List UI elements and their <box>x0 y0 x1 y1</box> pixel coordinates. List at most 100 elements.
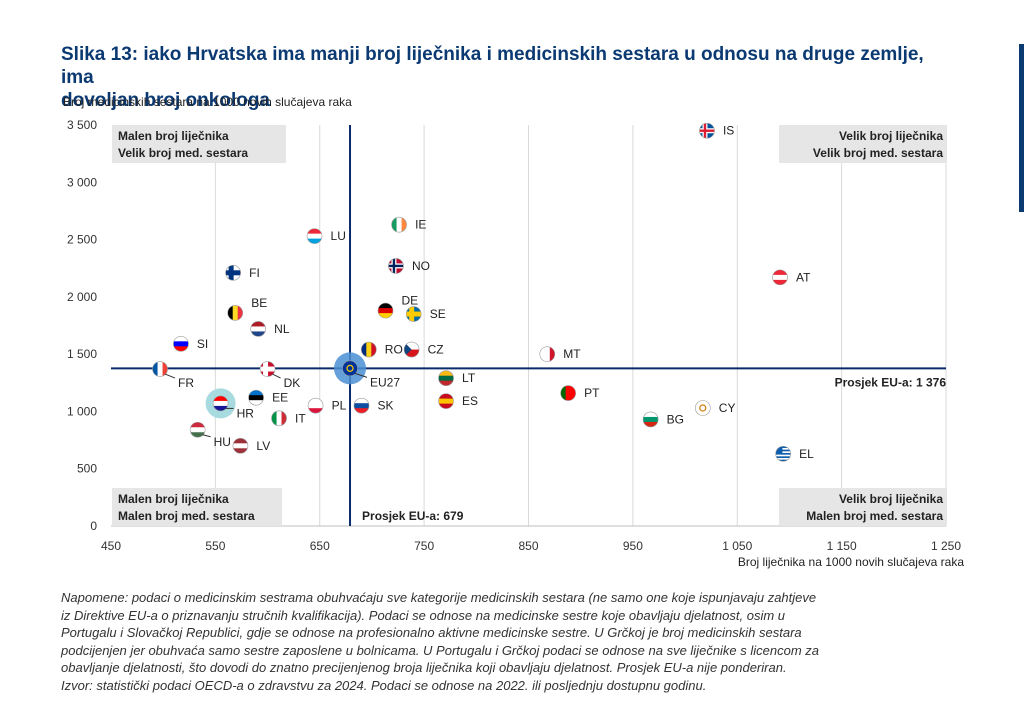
point-ro: RO <box>361 341 403 358</box>
point-si: SI <box>173 336 208 352</box>
quadrant-label: Malen broj liječnika <box>118 492 229 506</box>
point-bg: BG <box>642 411 684 428</box>
flag-bg-icon <box>643 411 659 427</box>
point-label: CZ <box>428 343 444 357</box>
point-label: BG <box>667 412 684 426</box>
quadrant-box <box>779 488 947 526</box>
point-se: SE <box>405 306 446 322</box>
point-ee: EE <box>248 389 288 406</box>
flag-outline <box>391 216 407 233</box>
quadrant-label: Velik broj med. sestara <box>813 146 943 160</box>
y-tick-label: 1 500 <box>67 347 97 361</box>
flag-es-icon <box>438 393 454 409</box>
eu-average-y-label: Prosjek EU-a: 1 376 <box>835 375 947 389</box>
flag-outline <box>361 341 377 358</box>
flag-eu27-icon <box>342 360 358 376</box>
flag-outline <box>695 400 711 416</box>
point-lu: LU <box>306 228 346 244</box>
point-sk: SK <box>353 397 394 414</box>
notes-line: Portugalu i Slovačkoj Republici, gdje se… <box>61 625 802 640</box>
flag-no-icon <box>388 258 404 274</box>
y-tick-label: 0 <box>90 519 97 533</box>
quadrant-label: Velik broj liječnika <box>839 129 943 143</box>
flag-outline <box>189 421 206 438</box>
y-tick-label: 2 500 <box>67 233 97 247</box>
flag-ee-icon <box>248 390 264 406</box>
point-dk: DK <box>259 361 301 390</box>
flag-it-icon <box>271 410 287 426</box>
flag-fr-icon <box>152 361 168 377</box>
point-mt: MT <box>539 346 581 362</box>
flag-dk-icon <box>260 361 276 377</box>
point-label: MT <box>563 347 581 361</box>
x-axis-label: Broj liječnika na 1000 novih slučajeva r… <box>737 555 964 569</box>
flag-outline <box>539 346 556 362</box>
flag-outline <box>353 397 370 414</box>
y-tick-label: 3 000 <box>67 175 97 189</box>
flag-cz-icon <box>404 342 420 358</box>
y-tick-label: 3 500 <box>67 118 97 132</box>
x-tick-label: 550 <box>205 539 225 553</box>
quadrant-box <box>112 125 286 163</box>
y-tick-label: 2 000 <box>67 290 97 304</box>
notes: Napomene: podaci o medicinskim sestrama … <box>61 589 961 694</box>
point-label: BE <box>251 296 267 310</box>
point-label: CY <box>719 401 736 415</box>
point-de: DE <box>377 294 418 319</box>
point-label: IT <box>295 411 306 425</box>
point-label: EL <box>799 447 814 461</box>
flag-outline <box>227 305 244 321</box>
point-hu: HU <box>189 421 231 449</box>
flag-cy-icon <box>695 400 711 416</box>
notes-line: iz Direktive EU-a o priznavanju stručnih… <box>61 607 786 623</box>
point-label: PT <box>584 386 600 400</box>
point-be: BE <box>227 296 267 321</box>
point-label: LT <box>462 371 476 385</box>
flag-outline <box>232 437 249 454</box>
point-label: EE <box>272 391 288 405</box>
quadrant-bottom-left: Malen broj liječnika Malen broj med. sest… <box>112 488 282 526</box>
point-label: NO <box>412 259 430 273</box>
flag-outline <box>259 361 276 377</box>
flag-outline <box>560 385 576 401</box>
flag-outline <box>250 321 266 337</box>
flag-outline <box>403 341 420 358</box>
point-label: LV <box>256 439 270 453</box>
flag-outline <box>173 336 189 352</box>
label-leader <box>272 373 281 379</box>
point-label: RO <box>385 343 403 357</box>
flag-outline <box>212 395 229 412</box>
flag-be-icon <box>227 305 243 321</box>
point-eu27: EU27 <box>334 352 400 389</box>
point-label: SK <box>378 399 394 413</box>
point-label: HU <box>214 435 231 449</box>
y-tick-label: 1 000 <box>67 404 97 418</box>
point-label: FI <box>249 266 260 280</box>
x-tick-label: 1 150 <box>827 539 857 553</box>
point-no: NO <box>388 258 430 274</box>
point-pt: PT <box>560 385 600 401</box>
point-lt: LT <box>438 370 476 387</box>
flag-ie-icon <box>391 217 407 233</box>
flag-de-icon <box>378 303 394 319</box>
quadrant-bottom-right: Velik broj liječnika Malen broj med. sest… <box>779 488 947 526</box>
flag-outline <box>388 258 404 274</box>
x-tick-label: 450 <box>101 539 121 553</box>
quadrant-top-right: Velik broj liječnika Velik broj med. sest… <box>779 125 947 163</box>
x-tick-label: 1 050 <box>722 539 752 553</box>
point-cz: CZ <box>403 341 444 358</box>
point-nl: NL <box>250 321 290 337</box>
x-tick-label: 750 <box>414 539 434 553</box>
point-label: PL <box>332 399 347 413</box>
figure-title: Slika 13: iako Hrvatska ima manji broj l… <box>61 43 961 112</box>
x-tick-label: 850 <box>518 539 538 553</box>
point-at: AT <box>772 269 811 286</box>
x-tick-label: 950 <box>623 539 643 553</box>
point-label: DK <box>284 376 301 390</box>
quadrant-label: Malen broj med. sestara <box>118 509 255 523</box>
point-fr: FR <box>152 361 194 390</box>
title-line-2: dovoljan broj onkologa <box>61 90 270 111</box>
point-label: ES <box>462 394 478 408</box>
flag-outline <box>152 361 168 377</box>
